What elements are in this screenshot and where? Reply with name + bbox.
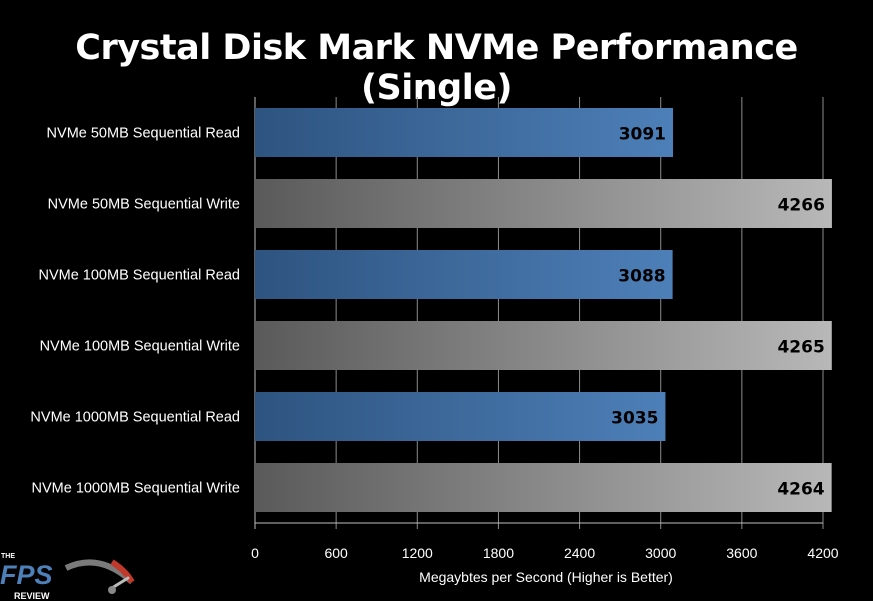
bar: [255, 321, 832, 370]
data-label: 4266: [778, 196, 825, 216]
data-label: 3035: [611, 409, 658, 429]
x-tick-label: 600: [324, 545, 348, 561]
x-axis-title: Megaybtes per Second (Higher is Better): [419, 569, 673, 585]
x-tick-label: 0: [251, 545, 259, 561]
fps-review-logo: THE FPS REVIEW: [0, 553, 135, 601]
data-label: 3091: [619, 125, 666, 145]
x-tick-labels: 0 600 1200 1800 2400 3000 3600 4200: [251, 545, 839, 561]
bar: [255, 463, 832, 512]
speedometer-icon: [64, 559, 135, 594]
category-label: NVMe 100MB Sequential Write: [40, 339, 240, 355]
category-label: NVMe 50MB Sequential Read: [47, 126, 240, 142]
logo-main-text: FPS: [0, 560, 53, 590]
category-labels: NVMe 50MB Sequential Read NVMe 50MB Seque…: [30, 126, 240, 497]
logo-small-text: THE: [1, 553, 15, 560]
bars: 3091 4266 3088 4265 3035 4264: [255, 108, 832, 512]
x-tick-label: 3000: [645, 545, 676, 561]
gridlines: [254, 97, 824, 529]
bar: [255, 392, 666, 441]
category-label: NVMe 50MB Sequential Write: [48, 197, 240, 213]
category-label: NVMe 1000MB Sequential Write: [32, 481, 240, 497]
bar: [255, 250, 673, 299]
data-label: 3088: [618, 267, 665, 287]
category-label: NVMe 100MB Sequential Read: [38, 268, 240, 284]
x-tick-label: 3600: [726, 545, 757, 561]
chart-title: Crystal Disk Mark NVMe Performance (Sing…: [75, 28, 798, 108]
data-label: 4264: [777, 480, 824, 500]
logo-sub-text: REVIEW: [14, 591, 50, 601]
x-tick-label: 1200: [402, 545, 433, 561]
x-tick-label: 2400: [564, 545, 595, 561]
x-tick-label: 1800: [483, 545, 514, 561]
x-tick-label: 4200: [807, 545, 838, 561]
bar: [255, 179, 832, 228]
data-label: 4265: [777, 338, 824, 358]
bar: [255, 108, 674, 157]
category-label: NVMe 1000MB Sequential Read: [30, 410, 240, 426]
